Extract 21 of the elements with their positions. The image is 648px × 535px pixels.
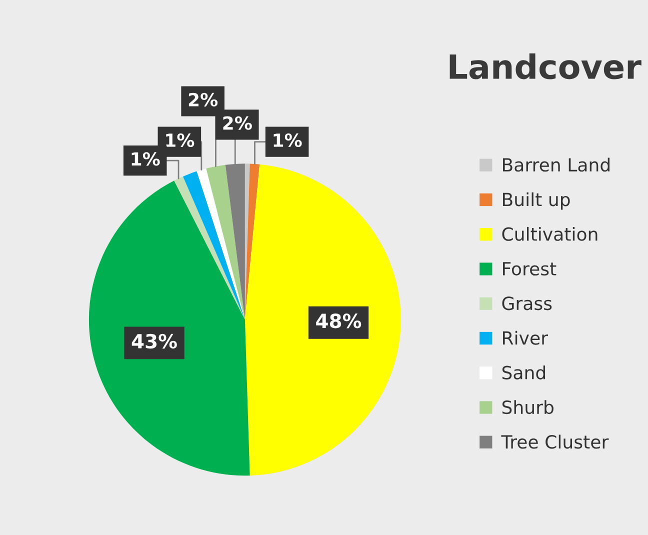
- legend-label: Sand: [502, 365, 546, 380]
- legend-label: Forest: [503, 262, 556, 276]
- legend-label: Barren Land: [503, 158, 610, 172]
- data-label: 43%: [132, 334, 177, 349]
- pie-slice: [244, 164, 401, 476]
- data-label: 2%: [188, 92, 218, 106]
- data-label: 1%: [132, 152, 160, 166]
- pie-slice: [196, 168, 245, 320]
- legend-label: Grass: [502, 296, 552, 310]
- pie-slice: [206, 164, 245, 320]
- data-label: 2%: [223, 116, 252, 130]
- legend-label: Tree Cluster: [501, 434, 609, 449]
- data-label: 48%: [316, 314, 362, 328]
- legend-label: Cultivation: [502, 226, 598, 241]
- legend-label: Built up: [503, 192, 570, 210]
- data-label: 1%: [274, 133, 302, 148]
- chart-title: Landcover: [450, 53, 642, 80]
- legend-label: River: [503, 330, 548, 345]
- pie-slice: [88, 180, 250, 476]
- data-label: 1%: [166, 133, 194, 148]
- legend-label: Shurb: [502, 400, 554, 414]
